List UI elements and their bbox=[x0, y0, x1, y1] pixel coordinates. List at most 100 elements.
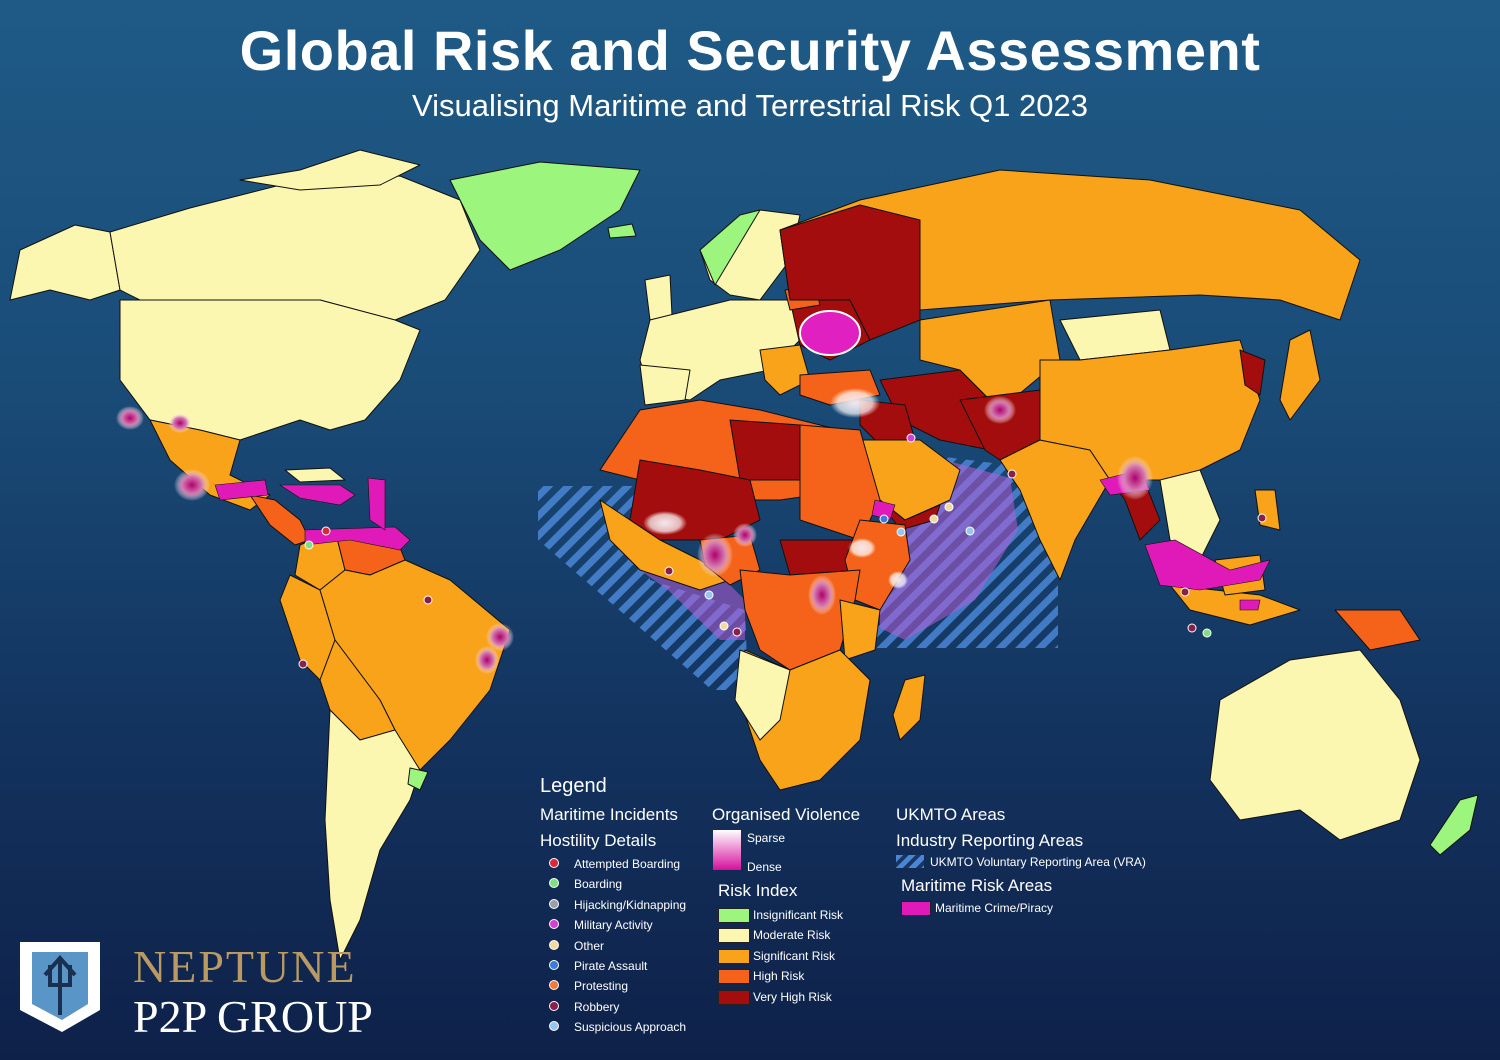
risk-swatch bbox=[718, 948, 750, 964]
canada bbox=[109, 175, 481, 321]
logo-line-1: NEPTUNE bbox=[133, 941, 357, 992]
violence-congo bbox=[808, 575, 836, 615]
legend-hostility-heading: Hostility Details bbox=[540, 831, 657, 850]
piracy-caribbean bbox=[278, 484, 356, 506]
vra-indian-ocean-piracy bbox=[880, 460, 1018, 640]
angola-namibia bbox=[734, 649, 791, 741]
violence-ethiopia bbox=[848, 538, 876, 558]
hostility-label: Robbery bbox=[574, 999, 620, 1014]
hostility-label: Attempted Boarding bbox=[574, 857, 681, 871]
norway bbox=[699, 209, 761, 286]
violence-myanmar bbox=[1117, 456, 1153, 500]
incident-dot bbox=[704, 590, 714, 600]
uruguay bbox=[407, 767, 429, 791]
hostility-label: Boarding bbox=[574, 877, 623, 892]
hostility-dot-icon bbox=[549, 960, 559, 970]
iceland bbox=[607, 223, 637, 239]
incident-dot bbox=[1187, 623, 1197, 633]
violence-mexico bbox=[174, 469, 210, 501]
risk-swatch bbox=[718, 928, 750, 944]
violence-somalia bbox=[888, 571, 908, 589]
violence-brazil-ne bbox=[486, 623, 514, 651]
incident-dot bbox=[1007, 469, 1017, 479]
violence-cameroon bbox=[733, 523, 757, 547]
hostility-dot-icon bbox=[549, 1021, 559, 1032]
legend-risk-heading: Risk Index bbox=[718, 881, 798, 900]
hostility-dot-icon bbox=[549, 939, 559, 950]
russia-west bbox=[779, 204, 921, 341]
uk bbox=[644, 274, 673, 321]
violence-sparse-label: Sparse bbox=[747, 831, 786, 845]
legend-industry-heading: Industry Reporting Areas bbox=[896, 831, 1084, 850]
incident-dot bbox=[944, 502, 954, 512]
piracy-red-sea bbox=[871, 499, 896, 521]
libya bbox=[729, 419, 801, 481]
vra-swatch bbox=[896, 855, 924, 868]
australia bbox=[1209, 649, 1421, 841]
japan bbox=[1279, 329, 1321, 421]
incident-dot bbox=[906, 433, 916, 443]
incident-dot bbox=[879, 514, 889, 524]
legend-violence-heading: Organised Violence bbox=[712, 805, 861, 824]
papua bbox=[1334, 609, 1421, 651]
legend-ukmto-heading: UKMTO Areas bbox=[896, 805, 1006, 824]
piracy-label: Maritime Crime/Piracy bbox=[935, 901, 1054, 915]
incident-dot bbox=[298, 659, 308, 669]
incident-dot bbox=[423, 595, 433, 605]
incident-dot bbox=[664, 566, 674, 576]
cuba bbox=[284, 467, 346, 483]
legend-maritime-risk-heading: Maritime Risk Areas bbox=[901, 876, 1053, 895]
balkans bbox=[759, 344, 811, 396]
risk-label: Significant Risk bbox=[753, 948, 836, 963]
incident-dot bbox=[1180, 587, 1190, 597]
violence-sahel bbox=[643, 511, 687, 535]
violence-brazil-e bbox=[475, 646, 499, 674]
incident-dot bbox=[965, 526, 975, 536]
risk-swatch bbox=[718, 908, 750, 923]
piracy-antilles bbox=[367, 477, 386, 531]
incident-dot bbox=[896, 527, 906, 537]
violence-us-se bbox=[168, 413, 192, 433]
piracy-gulf-mexico bbox=[214, 479, 269, 501]
logo-line-2: P2P GROUP bbox=[133, 991, 373, 1042]
violence-nigeria bbox=[697, 533, 733, 577]
risk-label: High Risk bbox=[753, 969, 805, 984]
alaska bbox=[9, 224, 121, 301]
page-subtitle: Visualising Maritime and Terrestrial Ris… bbox=[412, 88, 1088, 123]
hostility-dot-icon bbox=[549, 919, 559, 930]
argentina-chile bbox=[324, 709, 421, 961]
indonesia bbox=[1169, 584, 1301, 626]
east-africa bbox=[839, 599, 881, 661]
risk-label: Very High Risk bbox=[753, 989, 832, 1004]
korea bbox=[1239, 349, 1266, 396]
greenland bbox=[449, 161, 641, 271]
risk-label: Moderate Risk bbox=[753, 928, 831, 943]
central-america bbox=[249, 494, 311, 546]
hostility-label: Hijacking/Kidnapping bbox=[574, 897, 687, 912]
new-zealand bbox=[1429, 794, 1479, 856]
page-title: Global Risk and Security Assessment bbox=[239, 19, 1261, 82]
piracy-indonesia bbox=[1239, 599, 1261, 611]
incident-dot bbox=[304, 540, 314, 550]
scandinavia bbox=[699, 209, 801, 301]
incident-dot bbox=[1202, 628, 1212, 638]
hostility-label: Military Activity bbox=[574, 918, 653, 933]
china bbox=[1039, 339, 1261, 481]
violence-ukraine bbox=[799, 310, 861, 356]
piracy-malacca bbox=[1144, 539, 1271, 591]
violence-gradient-swatch bbox=[713, 830, 741, 870]
neptune-logo-icon bbox=[20, 942, 100, 1032]
piracy-swatch bbox=[901, 901, 931, 916]
usa bbox=[119, 299, 421, 441]
arctic-islands bbox=[239, 149, 421, 191]
violence-afghanistan bbox=[984, 396, 1016, 424]
hostility-label: Other bbox=[574, 938, 605, 953]
hostility-label: Protesting bbox=[574, 979, 629, 994]
hostility-dot-icon bbox=[549, 1000, 559, 1011]
risk-label: Insignificant Risk bbox=[753, 908, 844, 922]
southeast-asia bbox=[1159, 469, 1221, 561]
incident-dot bbox=[732, 627, 742, 637]
risk-swatch bbox=[718, 969, 750, 985]
